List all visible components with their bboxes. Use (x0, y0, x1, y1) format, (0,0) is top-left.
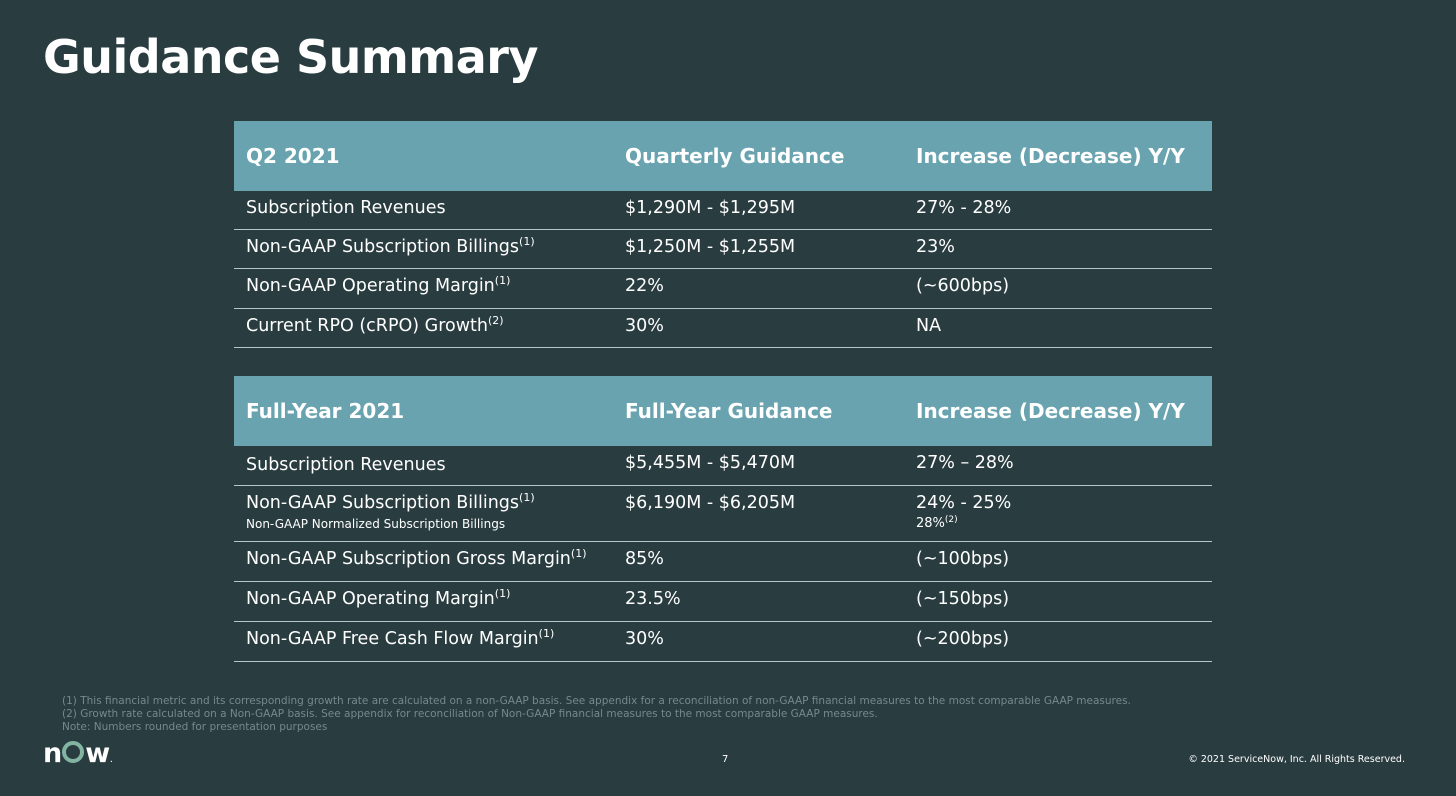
table-row: Non-GAAP Operating Margin(1) 22% (~600bp… (234, 269, 1212, 309)
row-guidance: 85% (625, 549, 664, 569)
row-change: 23% (916, 237, 955, 257)
row-label: Non-GAAP Subscription Billings(1) (246, 235, 535, 257)
table-row: Current RPO (cRPO) Growth(2) 30% NA (234, 309, 1212, 348)
row-guidance: 30% (625, 629, 664, 649)
q2-guidance-table: Q2 2021 Quarterly Guidance Increase (Dec… (234, 121, 1212, 348)
row-label: Non-GAAP Operating Margin(1) (246, 587, 511, 609)
row-change: 27% – 28% (916, 453, 1014, 473)
copyright-notice: © 2021 ServiceNow, Inc. All Rights Reser… (1188, 754, 1405, 765)
logo-o-ring (62, 741, 85, 763)
header-period: Full-Year 2021 (246, 399, 405, 423)
full-year-guidance-table: Full-Year 2021 Full-Year Guidance Increa… (234, 376, 1212, 662)
header-guidance: Full-Year Guidance (625, 399, 833, 423)
table-row: Non-GAAP Subscription Billings(1) $1,250… (234, 230, 1212, 269)
table-row: Non-GAAP Operating Margin(1) 23.5% (~150… (234, 582, 1212, 622)
row-label: Current RPO (cRPO) Growth(2) (246, 314, 504, 336)
row-change: (~150bps) (916, 589, 1010, 609)
row-change: (~100bps) (916, 549, 1010, 569)
header-period: Q2 2021 (246, 144, 340, 168)
footnote-1: (1) This financial metric and its corres… (62, 695, 1131, 707)
table-row: Subscription Revenues $1,290M - $1,295M … (234, 191, 1212, 230)
footnote-2: (2) Growth rate calculated on a Non-GAAP… (62, 708, 878, 720)
row-label: Subscription Revenues (246, 198, 446, 218)
row-change: 27% - 28% (916, 198, 1012, 218)
row-label: Non-GAAP Subscription Gross Margin(1) (246, 547, 587, 569)
row-change: 24% - 25% 28%(2) (916, 493, 1012, 532)
header-change: Increase (Decrease) Y/Y (916, 399, 1185, 423)
row-guidance: $6,190M - $6,205M (625, 493, 796, 513)
row-label: Non-GAAP Operating Margin(1) (246, 274, 511, 296)
slide-title: Guidance Summary (43, 30, 538, 84)
row-sub-label: Non-GAAP Normalized Subscription Billing… (246, 517, 506, 531)
row-change: NA (916, 316, 942, 336)
row-label: Subscription Revenues (246, 455, 446, 475)
row-guidance: $1,250M - $1,255M (625, 237, 796, 257)
footnote-note: Note: Numbers rounded for presentation p… (62, 721, 328, 733)
table-row: Non-GAAP Subscription Gross Margin(1) 85… (234, 542, 1212, 582)
table-header: Full-Year 2021 Full-Year Guidance Increa… (234, 376, 1212, 446)
header-guidance: Quarterly Guidance (625, 144, 845, 168)
row-change: (~200bps) (916, 629, 1010, 649)
row-guidance: 30% (625, 316, 664, 336)
table-row: Non-GAAP Free Cash Flow Margin(1) 30% (~… (234, 622, 1212, 662)
row-change: (~600bps) (916, 276, 1010, 296)
table-row: Non-GAAP Subscription Billings(1) Non-GAA… (234, 486, 1212, 542)
header-change: Increase (Decrease) Y/Y (916, 144, 1185, 168)
row-guidance: 22% (625, 276, 664, 296)
row-label: Non-GAAP Subscription Billings(1) Non-GAA… (246, 491, 535, 531)
table-row: Subscription Revenues $5,455M - $5,470M … (234, 446, 1212, 486)
row-sub-change: 28%(2) (916, 515, 958, 532)
footnotes: (1) This financial metric and its corres… (62, 695, 1131, 734)
table-header: Q2 2021 Quarterly Guidance Increase (Dec… (234, 121, 1212, 191)
row-guidance: $1,290M - $1,295M (625, 198, 796, 218)
row-label: Non-GAAP Free Cash Flow Margin(1) (246, 627, 555, 649)
page-number: 7 (722, 754, 729, 765)
row-guidance: 23.5% (625, 589, 681, 609)
row-guidance: $5,455M - $5,470M (625, 453, 796, 473)
